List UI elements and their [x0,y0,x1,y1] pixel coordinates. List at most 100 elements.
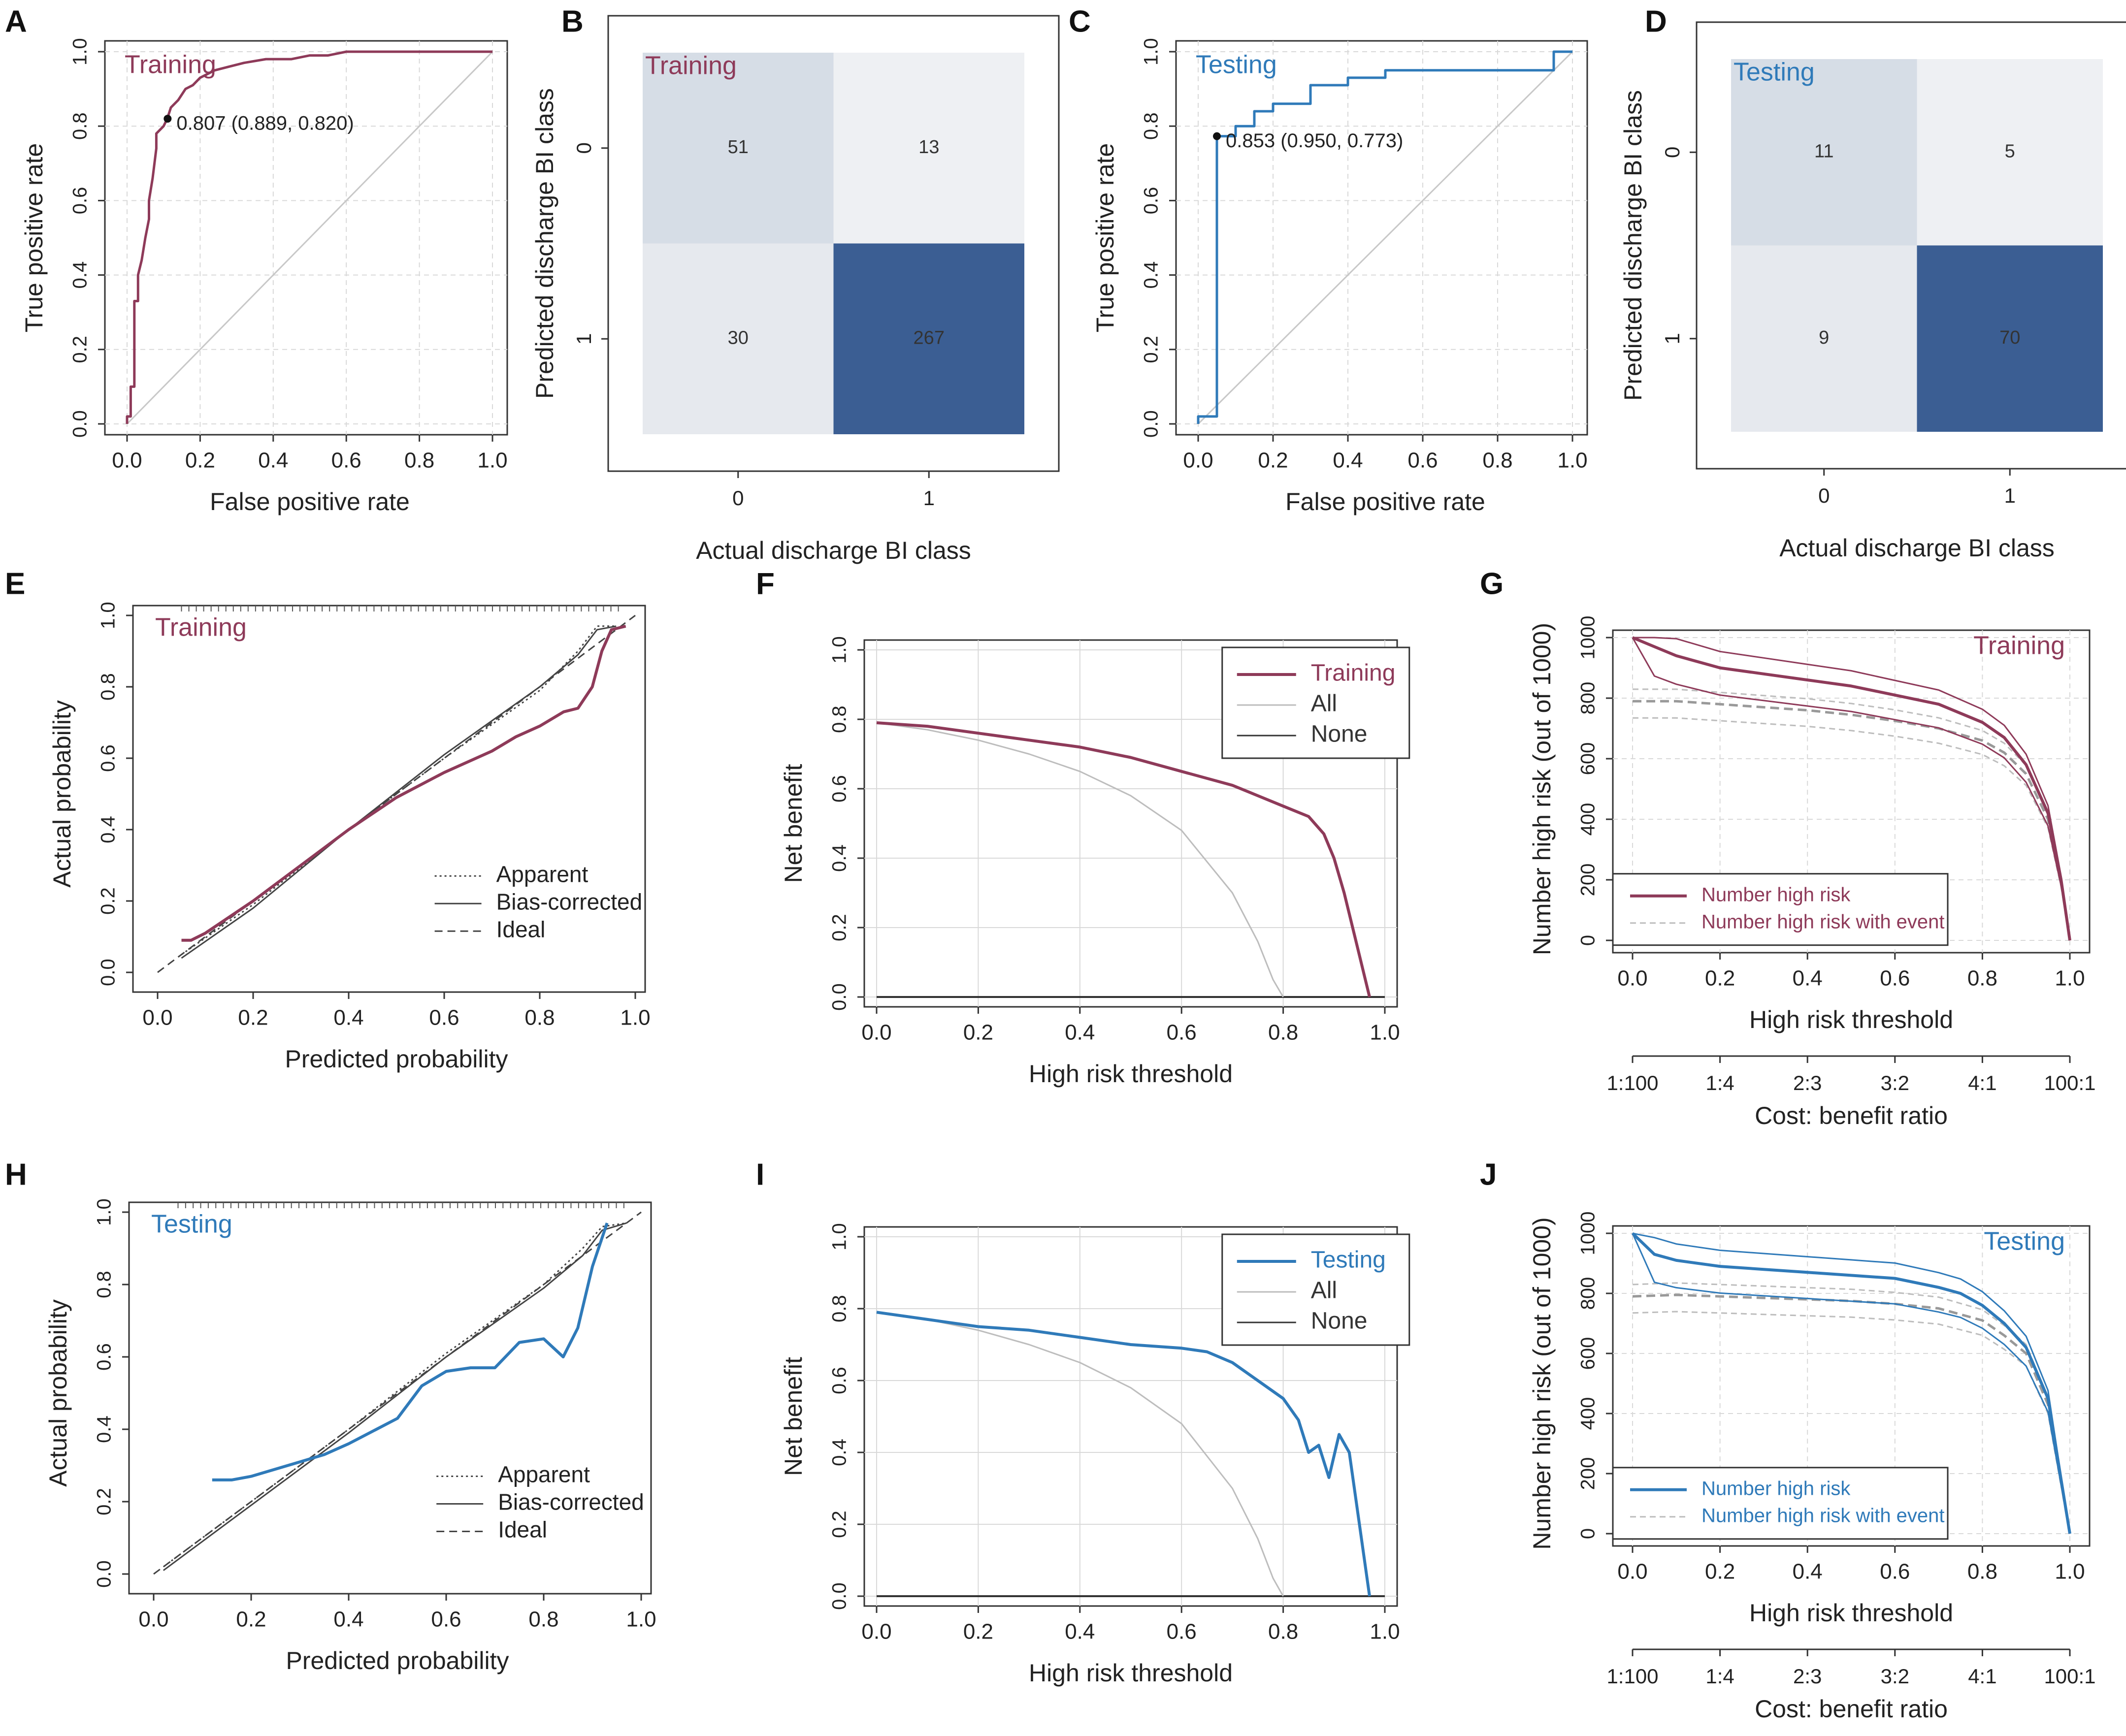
y-tick-label: 200 [1577,1457,1599,1490]
plot-frame [863,1226,1398,1607]
y-tick-label: 0.8 [94,1271,115,1298]
event-curve [1632,1293,2071,1534]
panel-a: 0.0 0.2 0.4 0.6 0.8 1.0 0.0 0.2 0.4 0.6 0.8 1.0 Fals… [20,38,508,515]
reference-diagonal [126,51,493,425]
y-tick-label: 0.0 [69,410,91,438]
cm-cell [643,53,834,244]
cm-value: 267 [914,327,945,348]
x-tick-label: 1 [923,486,935,510]
cm-value: 30 [728,327,749,348]
dataset-tag: Training [1973,632,2065,660]
y-tick-label: 1.0 [94,1198,115,1226]
x-tick-label: 0.2 [238,1006,268,1030]
x-tick-label: 0.8 [404,449,434,473]
calibration-curve [212,1222,609,1481]
x-axis-title: Predicted probability [285,1045,508,1073]
dataset-tag: Training [645,52,737,80]
plot-frame [1612,1225,2091,1547]
x-tick-label: 1.0 [2055,966,2085,991]
y-tick-label: 0.0 [98,959,119,986]
y-axis-title: Predicted discharge BI class [1619,90,1647,401]
x-tick-label: 0.4 [333,1006,363,1030]
cutoff-point [1213,132,1221,140]
cm-value: 5 [2005,141,2015,161]
x-tick-label: 0.6 [431,1607,461,1632]
y-tick-label: 0.6 [829,775,850,803]
cm-cell [1917,245,2103,432]
y-tick-label: 1.0 [98,602,119,629]
y-tick-label: 0.8 [69,112,91,140]
panel-c: 0.0 0.2 0.4 0.6 0.8 1.0 0.0 0.2 0.4 0.6 0.8 1.0 Fals… [1091,38,1588,515]
panel-i: 0.0 0.2 0.4 0.6 0.8 1.0 0.0 0.2 0.4 0.6 0.8 1.0 High… [780,1223,1410,1687]
x-tick-label: 0.6 [331,449,361,473]
panel-e: 0.0 0.2 0.4 0.6 0.8 1.0 0.0 0.2 0.4 0.6 0.8 1.0 Pred… [48,602,650,1073]
x-tick-label: 1 [2004,484,2016,507]
dataset-tag: Testing [1734,58,1815,87]
y-tick-label: 800 [1577,682,1599,715]
x-tick-label: 0.4 [1793,1560,1823,1584]
net-benefit-curve [876,721,1371,997]
x-tick-label: 1.0 [477,449,507,473]
x-axis-title: High risk threshold [1029,1659,1233,1687]
cost-tick-label: 2:3 [1793,1665,1822,1688]
y-axis-title: True positive rate [1091,143,1119,332]
ideal-line [153,1211,642,1575]
cost-tick-label: 3:2 [1881,1071,1909,1094]
panel-g: 0.0 0.2 0.4 0.6 0.8 1.0 0 200 400 600 800 1000 High … [1528,616,2095,1130]
x-tick-label: 0.8 [1482,449,1512,473]
plot-frame [863,639,1398,1008]
panel-letter: C [1069,4,1091,38]
panel-h: 0.0 0.2 0.4 0.6 0.8 1.0 0.0 0.2 0.4 0.6 0.8 1.0 Pred… [44,1198,656,1674]
y-tick-label: 0 [1661,147,1684,158]
legend-box [1221,646,1410,759]
x-tick-label: 0.0 [1183,449,1213,473]
cm-value: 13 [918,137,939,158]
high-risk-curve [1631,1232,2071,1534]
legend-box [1612,873,1949,946]
panel-letter: H [5,1157,27,1191]
x-tick-label: 0.6 [1167,1021,1197,1045]
panel-f: 0.0 0.2 0.4 0.6 0.8 1.0 0.0 0.2 0.4 0.6 0.8 1.0 High… [780,636,1410,1088]
x-tick-label: 0.8 [528,1607,558,1632]
cost-tick-label: 4:1 [1968,1071,1996,1094]
cost-axis-title: Cost: benefit ratio [1755,1102,1948,1129]
y-tick-label: 0.2 [69,336,91,363]
x-tick-label: 0.6 [1880,1560,1910,1584]
x-tick-label: 1.0 [626,1607,656,1632]
y-tick-label: 0.4 [829,844,850,872]
x-tick-label: 0.6 [429,1006,459,1030]
y-tick-label: 0.0 [829,983,850,1011]
y-tick-label: 200 [1577,864,1599,897]
x-axis-title: High risk threshold [1749,1599,1953,1627]
legend-label: Bias-corrected [498,1489,644,1515]
x-tick-label: 0.2 [963,1620,993,1644]
y-axis-title: Actual probability [48,700,76,888]
y-axis-title: Actual probability [44,1299,72,1487]
y-tick-label: 1000 [1577,1212,1599,1255]
x-tick-label: 0.2 [185,449,215,473]
x-tick-label: 0 [1818,484,1830,507]
cost-tick-label: 3:2 [1881,1665,1909,1688]
x-tick-label: 0.0 [1617,966,1647,991]
legend-label: None [1311,721,1368,747]
cm-value: 70 [1999,327,2020,348]
y-tick-label: 1.0 [69,38,91,65]
legend-label: Bias-corrected [496,889,643,914]
high-risk-curve [1632,636,2071,941]
dataset-tag: Testing [1984,1227,2065,1256]
cost-tick-label: 2:3 [1793,1071,1822,1094]
x-tick-label: 1.0 [1557,449,1587,473]
y-tick-label: 0.8 [829,1295,850,1322]
panel-letter: F [756,567,775,601]
x-tick-label: 0.8 [1967,1560,1997,1584]
bias-corrected-line [181,625,617,959]
cost-tick-label: 1:100 [1606,1665,1658,1688]
cost-tick-label: 100:1 [2044,1665,2095,1688]
legend-label: All [1311,691,1337,717]
x-tick-label: 0.8 [1967,966,1997,991]
x-axis-title: Predicted probability [286,1647,509,1674]
y-tick-label: 0.4 [69,261,91,289]
y-axis-title: Net benefit [780,764,807,883]
x-tick-label: 0.4 [333,1607,363,1632]
